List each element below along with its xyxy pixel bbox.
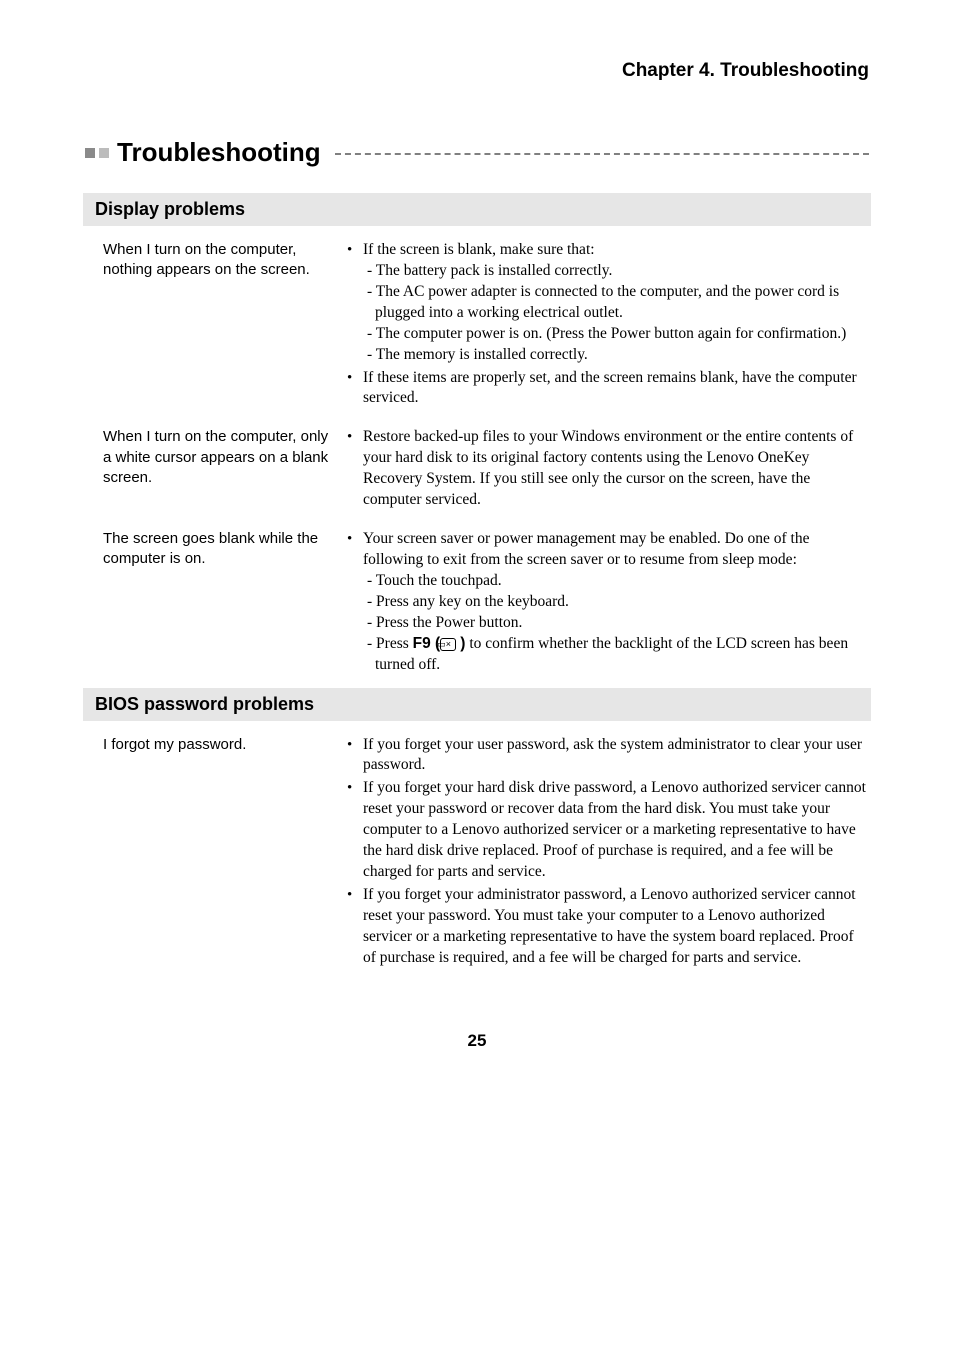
question-text: I forgot my password. xyxy=(85,735,345,755)
chapter-header: Chapter 4. Troubleshooting xyxy=(85,60,869,82)
bullet-text: If the screen is blank, make sure that: xyxy=(363,241,595,258)
answer-subitem: - The memory is installed correctly. xyxy=(363,345,869,366)
answer-block: If you forget your user password, ask th… xyxy=(345,735,869,971)
section-title-row: Troubleshooting xyxy=(85,137,869,168)
f9-key-bold: F9 ( xyxy=(413,635,441,652)
answer-bullet: If you forget your user password, ask th… xyxy=(345,735,869,777)
category-header: BIOS password problems xyxy=(83,688,871,721)
answer-block: Your screen saver or power management ma… xyxy=(345,529,869,677)
question-text: The screen goes blank while the computer… xyxy=(85,529,345,570)
bullet-square-icon xyxy=(99,148,109,158)
answer-subitem: - Press any key on the keyboard. xyxy=(363,592,869,613)
answer-bullet: If these items are properly set, and the… xyxy=(345,368,869,410)
section-title: Troubleshooting xyxy=(117,137,321,168)
qa-row: When I turn on the computer, nothing app… xyxy=(85,234,869,421)
answer-subitem: - Touch the touchpad. xyxy=(363,571,869,592)
answer-bullet: If you forget your administrator passwor… xyxy=(345,885,869,969)
answer-bullet: Restore backed-up files to your Windows … xyxy=(345,427,869,511)
dashed-rule xyxy=(335,153,869,155)
answer-bullet: Your screen saver or power management ma… xyxy=(345,529,869,675)
question-text: When I turn on the computer, nothing app… xyxy=(85,240,345,281)
answer-subitem: - Press the Power button. xyxy=(363,613,869,634)
bullet-text: Your screen saver or power management ma… xyxy=(363,530,809,568)
category-header: Display problems xyxy=(83,193,871,226)
answer-block: If the screen is blank, make sure that: … xyxy=(345,240,869,411)
bullet-square-icon xyxy=(85,148,95,158)
answer-bullet: If the screen is blank, make sure that: … xyxy=(345,240,869,366)
f9-prefix: - Press xyxy=(367,635,413,652)
page-number: 25 xyxy=(85,1031,869,1051)
answer-bullet: If you forget your hard disk drive passw… xyxy=(345,778,869,883)
f9-key-icon: ▭× xyxy=(440,638,456,651)
qa-row: The screen goes blank while the computer… xyxy=(85,523,869,687)
qa-row: I forgot my password. If you forget your… xyxy=(85,729,869,981)
answer-subitem: - The computer power is on. (Press the P… xyxy=(363,324,869,345)
question-text: When I turn on the computer, only a whit… xyxy=(85,427,345,488)
answer-subitem: - Press F9 (▭× ) to confirm whether the … xyxy=(363,634,869,676)
answer-block: Restore backed-up files to your Windows … xyxy=(345,427,869,513)
qa-row: When I turn on the computer, only a whit… xyxy=(85,421,869,523)
answer-subitem: - The AC power adapter is connected to t… xyxy=(363,282,869,324)
answer-subitem: - The battery pack is installed correctl… xyxy=(363,261,869,282)
